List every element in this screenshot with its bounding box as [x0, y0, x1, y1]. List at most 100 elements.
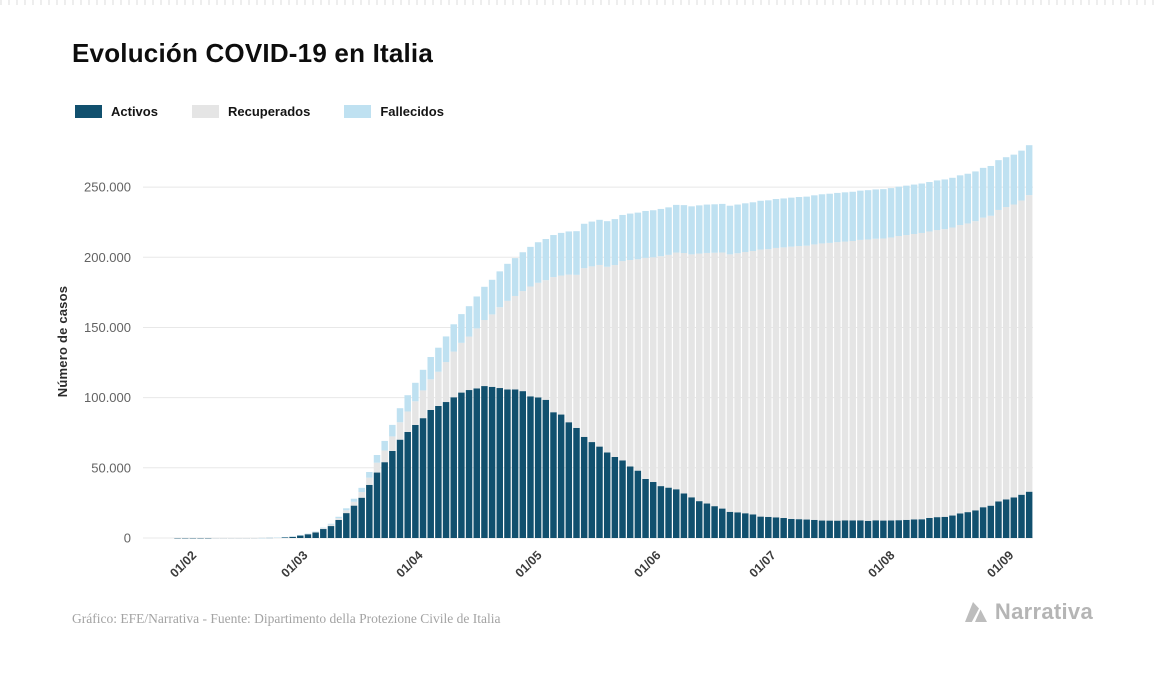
y-tick-label: 100.000 [84, 390, 131, 405]
bar-segment-recuperados [696, 253, 703, 502]
bar-segment-recuperados [780, 247, 787, 519]
bar-segment-recuperados [396, 422, 404, 440]
bar-segment-recuperados [880, 238, 887, 521]
bar-segment-recuperados [956, 225, 964, 514]
bar-segment-fallecidos [504, 263, 511, 301]
bar-segment-recuperados [818, 243, 826, 521]
bar-segment-fallecidos [327, 523, 335, 525]
bar-segment-recuperados [320, 528, 327, 530]
bar-segment-activos [603, 452, 611, 538]
bar-segment-fallecidos [1002, 157, 1010, 208]
bar-segment-fallecidos [680, 205, 688, 254]
bar-segment-recuperados [458, 342, 465, 393]
bar-segment-activos [496, 388, 503, 538]
bar-segment-fallecidos [834, 192, 841, 243]
bar-segment-recuperados [834, 242, 841, 521]
bar-segment-recuperados [481, 320, 488, 387]
bar-segment-recuperados [742, 252, 749, 514]
bar-segment-fallecidos [396, 408, 404, 423]
bar-segment-fallecidos [527, 246, 534, 287]
bar-segment-recuperados [1025, 195, 1033, 492]
bar-segment-activos [864, 520, 872, 538]
legend-item-activos: Activos [75, 104, 158, 119]
bar-segment-activos [895, 520, 902, 538]
bar-segment-fallecidos [811, 195, 818, 245]
bar-segment-activos [803, 519, 810, 538]
bar-segment-activos [519, 391, 527, 538]
bar-segment-fallecidos [918, 183, 925, 233]
bar-segment-recuperados [872, 238, 879, 521]
bar-segment-recuperados [412, 401, 419, 425]
bar-segment-recuperados [657, 256, 665, 487]
bar-segment-fallecidos [557, 232, 565, 276]
bar-segment-recuperados [504, 300, 511, 390]
bar-segment-activos [527, 396, 534, 538]
bar-segment-recuperados [719, 252, 726, 509]
bar-segment-activos [381, 462, 388, 538]
bar-segment-recuperados [972, 221, 979, 511]
x-tick-label: 01/09 [984, 548, 1016, 580]
bar-segment-recuperados [619, 261, 626, 461]
bar-segment-fallecidos [389, 424, 396, 437]
bar-segment-activos [703, 503, 711, 538]
bar-segment-fallecidos [642, 210, 649, 258]
bar-segment-fallecidos [588, 221, 596, 267]
bar-segment-fallecidos [933, 180, 941, 231]
bar-segment-recuperados [565, 274, 573, 423]
bar-segment-recuperados [1002, 207, 1010, 500]
x-tick-label: 01/08 [866, 548, 898, 580]
bar-segment-activos [987, 505, 995, 538]
bar-segment-recuperados [841, 241, 849, 521]
bar-segment-recuperados [979, 217, 987, 508]
bar-segment-fallecidos [435, 347, 442, 372]
bar-segment-recuperados [749, 251, 757, 515]
bar-segment-fallecidos [596, 219, 603, 265]
x-tick-label: 01/02 [167, 548, 199, 580]
bar-segment-fallecidos [404, 395, 411, 412]
bar-segment-activos [933, 517, 941, 538]
legend-swatch-fallecidos [344, 105, 372, 118]
bar-segment-recuperados [688, 254, 695, 498]
bar-segment-recuperados [757, 249, 764, 517]
bar-segment-activos [726, 511, 734, 538]
bar-segment-recuperados [788, 246, 795, 519]
bar-segment-fallecidos [335, 516, 342, 519]
bar-segment-recuperados [964, 223, 972, 513]
bar-segment-activos [742, 513, 749, 538]
bar-segment-activos [788, 518, 795, 538]
bar-segment-fallecidos [803, 196, 810, 246]
bar-segment-recuperados [542, 280, 550, 400]
bar-segment-activos [473, 388, 480, 538]
bar-segment-activos [1025, 491, 1033, 538]
bar-segment-recuperados [941, 229, 948, 517]
y-tick-label: 0 [124, 531, 131, 546]
bar-segment-recuperados [343, 510, 350, 514]
bar-segment-recuperados [665, 254, 672, 488]
bar-segment-activos [1018, 494, 1025, 538]
bar-segment-activos [442, 402, 450, 538]
bar-segment-recuperados [527, 286, 534, 397]
bar-segment-activos [979, 507, 987, 538]
legend-label-recuperados: Recuperados [227, 104, 311, 119]
bar-segment-activos [465, 390, 473, 538]
bar-segment-recuperados [1018, 200, 1025, 495]
bar-segment-activos [926, 518, 933, 538]
bar-segment-recuperados [389, 436, 396, 451]
bar-segment-activos [419, 418, 427, 538]
bar-segment-activos [964, 512, 972, 538]
bar-segment-fallecidos [772, 199, 780, 248]
bar-segment-recuperados [857, 239, 864, 521]
bar-segment-fallecidos [649, 210, 657, 258]
bar-segment-fallecidos [765, 200, 772, 250]
bar-segment-fallecidos [626, 213, 634, 260]
x-tick-label: 01/07 [747, 548, 779, 580]
bar-segment-recuperados [588, 266, 596, 443]
bar-segment-fallecidos [734, 204, 741, 254]
bar-segment-fallecidos [696, 205, 703, 254]
bar-segment-activos [580, 436, 588, 538]
bar-segment-activos [665, 487, 672, 538]
bar-segment-activos [412, 424, 419, 538]
y-tick-label: 50.000 [91, 460, 131, 475]
bar-segment-fallecidos [350, 498, 358, 502]
bar-segment-recuperados [488, 314, 496, 387]
